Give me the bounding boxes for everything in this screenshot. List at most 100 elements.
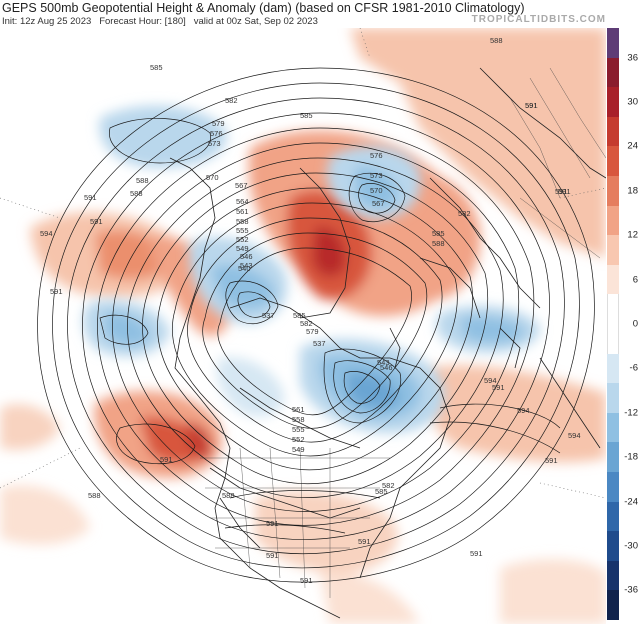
- contour-label: 591: [266, 551, 279, 560]
- contour-label: 594: [40, 229, 53, 238]
- contour-label: 591: [84, 193, 97, 202]
- contour-label: 588: [136, 176, 149, 185]
- colorbar-segment: [607, 28, 619, 59]
- contour-label: 582: [225, 96, 238, 105]
- contour-label: 558: [236, 217, 249, 226]
- contour-label: 549: [236, 244, 249, 253]
- contour-label: 591: [525, 101, 538, 110]
- colorbar-label: 36: [627, 52, 638, 64]
- contour-label: 585: [432, 229, 445, 238]
- contour-label: 582: [300, 319, 313, 328]
- colorbar-label: -18: [624, 451, 638, 463]
- colorbar-label: -12: [624, 407, 638, 419]
- colorbar-segment: [607, 146, 619, 177]
- contour-label: 594: [517, 406, 530, 415]
- contour-label: 588: [222, 491, 235, 500]
- colorbar-segment: [607, 472, 619, 503]
- contour-label: 576: [210, 129, 223, 138]
- contour-label: 591: [266, 519, 279, 528]
- contour-labels-layer: 585 582 579 576 573 570 567 564 561 558 …: [40, 36, 581, 585]
- site-brand: TROPICALTIDBITS.COM: [471, 14, 606, 25]
- contour-label: 561: [292, 405, 305, 414]
- colorbar-segment: [607, 590, 619, 621]
- map-header: GEPS 500mb Geopotential Height & Anomaly…: [0, 0, 640, 28]
- colorbar-label: -24: [624, 496, 638, 508]
- contour-label: 579: [306, 327, 319, 336]
- contour-label: 564: [236, 197, 249, 206]
- colorbar-segment: [607, 264, 619, 295]
- colorbar-segment: [607, 353, 619, 384]
- contour-label: 591: [525, 101, 538, 110]
- valid-time: valid at 00z Sat, Sep 02 2023: [193, 16, 318, 27]
- contour-label: 588: [130, 189, 143, 198]
- contour-label: 549: [292, 445, 305, 454]
- colorbar-segment: [607, 87, 619, 118]
- contour-label: 537: [313, 339, 326, 348]
- contour-label: 543: [240, 261, 253, 270]
- contour-label: 567: [372, 199, 385, 208]
- contour-label: 543: [377, 358, 390, 367]
- contour-label: 576: [370, 151, 383, 160]
- negative-anomaly-layer: [83, 105, 540, 433]
- colorbar-segment: [607, 205, 619, 236]
- anomaly-map: 585 582 579 576 573 570 567 564 561 558 …: [0, 28, 606, 624]
- contour-label: 573: [208, 139, 221, 148]
- contour-label: 555: [292, 425, 305, 434]
- colorbar-label: 18: [627, 185, 638, 197]
- anomaly-colorbar: 36 30 24 18 12 6 0 -6 -12 -18 -24 -30 -36: [606, 28, 640, 624]
- contour-label: 582: [382, 481, 395, 490]
- map-title: GEPS 500mb Geopotential Height & Anomaly…: [2, 1, 525, 15]
- contour-label: 591: [50, 287, 63, 296]
- contour-label: 537: [262, 311, 275, 320]
- contour-label: 540: [238, 264, 251, 273]
- contour-label: 585: [150, 63, 163, 72]
- colorbar-label: -6: [629, 362, 638, 374]
- contour-label: 546: [240, 252, 253, 261]
- contour-label: 585: [375, 487, 388, 496]
- colorbar-segment: [607, 383, 619, 414]
- contour-label: 591: [160, 455, 173, 464]
- contour-label: 591: [90, 217, 103, 226]
- contour-label: 579: [212, 119, 225, 128]
- colorbar-segment: [607, 294, 619, 325]
- colorbar-segment: [607, 560, 619, 591]
- colorbar-segment: [607, 324, 619, 355]
- contour-label: 561: [236, 207, 249, 216]
- colorbar-segment: [607, 501, 619, 532]
- colorbar-segment: [607, 412, 619, 443]
- contour-label: 585: [300, 111, 313, 120]
- colorbar-label: -36: [624, 584, 638, 596]
- contour-label: 552: [292, 435, 305, 444]
- colorbar-segment: [607, 176, 619, 207]
- contour-label: 591: [358, 537, 371, 546]
- contour-label: 594: [484, 376, 497, 385]
- contour-label: 588: [432, 239, 445, 248]
- contour-label: 591: [470, 549, 483, 558]
- contour-label: 591: [492, 383, 505, 392]
- colorbar-segment: [607, 531, 619, 562]
- contour-label: 591: [545, 456, 558, 465]
- contour-label: 573: [370, 171, 383, 180]
- height-contours-layer: [37, 67, 595, 583]
- forecast-hour: Forecast Hour: [180]: [99, 16, 186, 27]
- contour-label: 585: [293, 311, 306, 320]
- contour-label: 588: [490, 36, 503, 45]
- contour-label: 594: [568, 431, 581, 440]
- map-subtitle: Init: 12z Aug 25 2023 Forecast Hour: [18…: [2, 16, 318, 27]
- colorbar-label: 0: [632, 318, 638, 330]
- colorbar-segment: [607, 57, 619, 88]
- contour-label: 591: [555, 187, 568, 196]
- contour-label: 591: [300, 576, 313, 585]
- borders-layer: [200, 67, 606, 598]
- graticule-layer: [0, 28, 606, 499]
- contour-label: 567: [235, 181, 248, 190]
- contour-label: 591: [558, 187, 571, 196]
- colorbar-label: 12: [627, 229, 638, 241]
- contour-label: 546: [380, 363, 393, 372]
- init-time: Init: 12z Aug 25 2023: [2, 16, 92, 27]
- colorbar-label: 24: [627, 140, 638, 152]
- colorbar-label: 6: [632, 274, 638, 286]
- colorbar-label: 30: [627, 96, 638, 108]
- colorbar-segment: [607, 116, 619, 147]
- contour-label: 582: [458, 209, 471, 218]
